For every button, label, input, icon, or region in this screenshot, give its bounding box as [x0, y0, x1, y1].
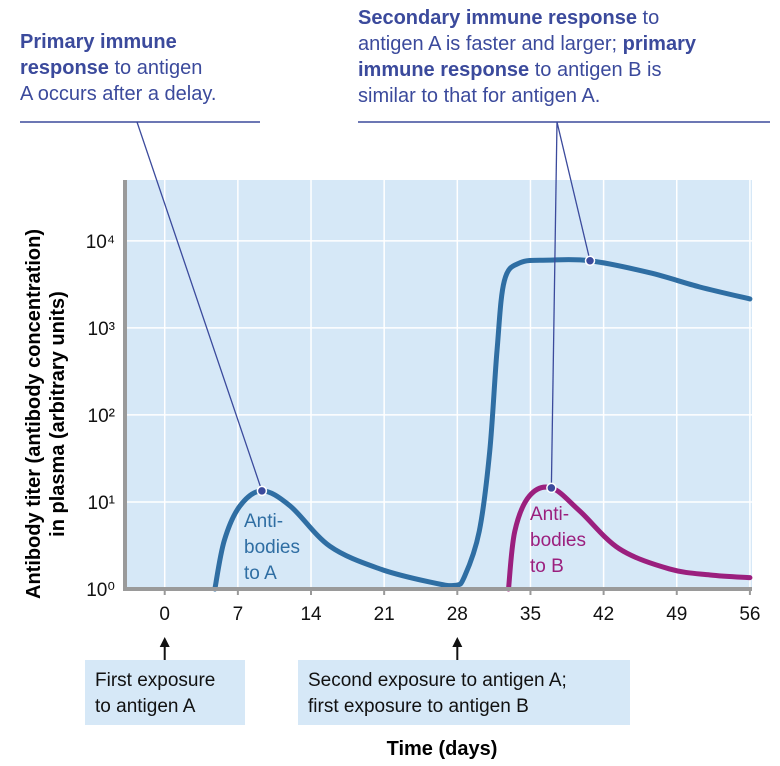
x-tick-label: 35 [520, 604, 541, 625]
x-tick-label: 42 [593, 604, 614, 625]
callout-dot [584, 255, 596, 267]
callout-text: Primary immune [20, 31, 177, 53]
callout-run: A occurs after a delay. [20, 83, 216, 105]
callout-pointer [556, 121, 591, 261]
series-label: Anti- [530, 504, 569, 525]
callout-run: immune response [358, 59, 529, 81]
series-label: bodies [530, 530, 586, 551]
callout-text: immune response to antigen B is [358, 59, 661, 81]
callout-text: response to antigen [20, 57, 202, 79]
callout-text: A occurs after a delay. [20, 83, 216, 105]
y-tick-label: 10⁰ [86, 580, 115, 601]
exposure-text: to antigen A [95, 696, 196, 717]
exposure-arrowhead [452, 637, 463, 647]
callout-run: similar to that for antigen A. [358, 85, 600, 107]
exposure-box [85, 660, 245, 725]
callout-dot [256, 485, 268, 497]
x-tick-label: 0 [159, 604, 170, 625]
series-label: Anti- [244, 511, 283, 532]
exposure-text: First exposure [95, 670, 215, 691]
y-title: in plasma (arbitrary units) [47, 291, 69, 537]
y-tick-label: 10² [88, 406, 115, 427]
callout-run: to [637, 7, 659, 29]
callout-text: similar to that for antigen A. [358, 85, 600, 107]
series-label: to A [244, 563, 277, 584]
callout-run: to antigen [109, 57, 202, 79]
callout-text: Secondary immune response to [358, 7, 659, 29]
y-tick-label: 10³ [88, 319, 115, 340]
series-label: to B [530, 556, 564, 577]
callout-run: Secondary immune response [358, 7, 637, 29]
callout-pointer [550, 121, 558, 488]
callout-pointer [136, 121, 263, 492]
x-tick-label: 56 [739, 604, 760, 625]
exposure-box [298, 660, 630, 725]
x-tick-label: 7 [233, 604, 244, 625]
exposure-arrowhead [159, 637, 170, 647]
callout-dot [546, 482, 557, 494]
callout-run: primary [623, 33, 697, 55]
x-title: Time (days) [387, 738, 498, 760]
series-label: bodies [244, 537, 300, 558]
callout-text: antigen A is faster and larger; primary [358, 33, 697, 55]
callout-run: response [20, 57, 109, 79]
series-line [506, 484, 753, 592]
x-tick-label: 28 [447, 604, 468, 625]
callout-run: antigen A is faster and larger; [358, 33, 623, 55]
exposure-text: first exposure to antigen B [308, 696, 529, 717]
x-tick-label: 14 [300, 604, 322, 625]
callout-run: to antigen B is [529, 59, 661, 81]
plot [125, 180, 753, 592]
y-title: Antibody titer (antibody concentration) [23, 229, 45, 599]
x-tick-label: 49 [666, 604, 687, 625]
y-tick-label: 10¹ [88, 493, 115, 514]
x-tick-label: 21 [374, 604, 395, 625]
callout-run: Primary immune [20, 31, 177, 53]
y-tick-label: 10⁴ [86, 232, 115, 253]
exposure-text: Second exposure to antigen A; [308, 670, 567, 691]
